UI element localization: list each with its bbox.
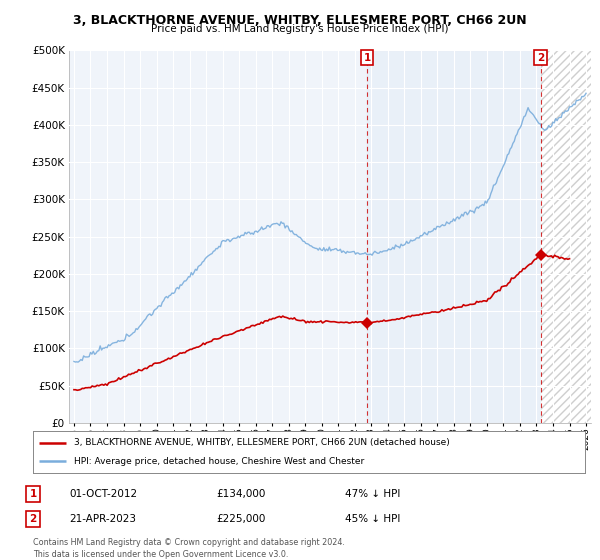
- Text: £225,000: £225,000: [216, 514, 265, 524]
- Bar: [541, 50, 595, 423]
- Text: 47% ↓ HPI: 47% ↓ HPI: [345, 489, 400, 499]
- Bar: [541, 50, 595, 423]
- Text: Price paid vs. HM Land Registry's House Price Index (HPI): Price paid vs. HM Land Registry's House …: [151, 24, 449, 34]
- Text: 45% ↓ HPI: 45% ↓ HPI: [345, 514, 400, 524]
- Bar: [541, 50, 595, 423]
- Text: 3, BLACKTHORNE AVENUE, WHITBY, ELLESMERE PORT, CH66 2UN: 3, BLACKTHORNE AVENUE, WHITBY, ELLESMERE…: [73, 14, 527, 27]
- Text: 1: 1: [29, 489, 37, 499]
- Text: £134,000: £134,000: [216, 489, 265, 499]
- Text: 3, BLACKTHORNE AVENUE, WHITBY, ELLESMERE PORT, CH66 2UN (detached house): 3, BLACKTHORNE AVENUE, WHITBY, ELLESMERE…: [74, 438, 450, 447]
- Text: 21-APR-2023: 21-APR-2023: [69, 514, 136, 524]
- Text: 1: 1: [364, 53, 371, 63]
- Text: HPI: Average price, detached house, Cheshire West and Chester: HPI: Average price, detached house, Ches…: [74, 457, 365, 466]
- Bar: [367, 50, 541, 423]
- Text: 01-OCT-2012: 01-OCT-2012: [69, 489, 137, 499]
- Text: Contains HM Land Registry data © Crown copyright and database right 2024.
This d: Contains HM Land Registry data © Crown c…: [33, 538, 345, 559]
- Text: 2: 2: [537, 53, 544, 63]
- Text: 2: 2: [29, 514, 37, 524]
